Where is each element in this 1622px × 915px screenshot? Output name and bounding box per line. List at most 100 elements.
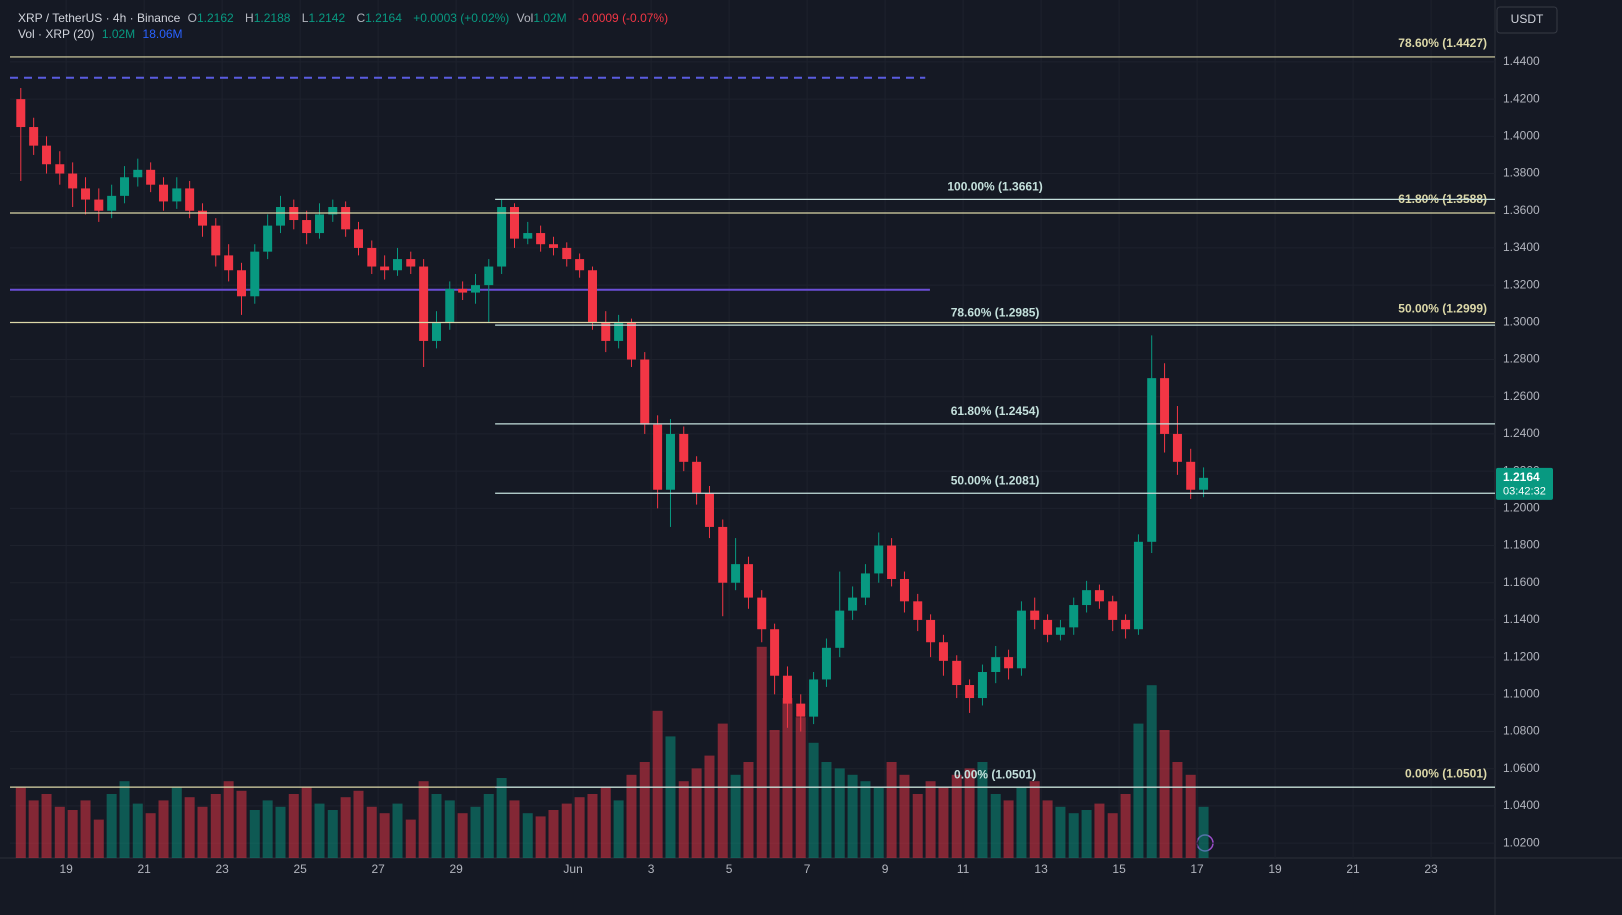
candle-body	[276, 207, 286, 226]
y-tick-label: 1.4000	[1503, 129, 1540, 143]
volume-bar	[977, 762, 988, 858]
candle-body	[328, 207, 338, 215]
candle-body	[250, 251, 260, 297]
vol: Vol1.02M	[517, 11, 571, 25]
volume-bar	[236, 790, 247, 858]
y-tick-label: 1.2400	[1503, 426, 1540, 440]
y-tick-label: 1.3400	[1503, 240, 1540, 254]
volume-bar	[353, 790, 364, 858]
volume-bar	[574, 797, 585, 858]
candle-body	[665, 433, 675, 490]
volume-bar	[782, 698, 793, 858]
candle-body	[367, 247, 377, 267]
volume-bar	[457, 813, 468, 858]
candle-body	[81, 188, 91, 200]
label: C	[356, 11, 366, 25]
volume-bar	[314, 803, 325, 858]
x-tick-label: 29	[449, 862, 463, 876]
volume-bar	[535, 816, 546, 858]
volume-bar	[808, 742, 819, 858]
candle-body	[601, 322, 611, 341]
volume-bar	[665, 736, 676, 858]
candle-body	[263, 225, 273, 252]
volume-bar	[938, 787, 949, 858]
volume-bar	[1120, 794, 1131, 858]
symbol: XRP / TetherUS · 4h · Binance	[18, 11, 181, 25]
volume-bar	[275, 806, 286, 858]
volume-bar	[54, 806, 65, 858]
volume-bar	[249, 810, 260, 858]
candle-body	[237, 270, 247, 297]
candle-body	[965, 685, 975, 699]
change: +0.0003 (+0.02%)	[413, 11, 510, 25]
candle-body	[68, 173, 78, 189]
volume-bar	[548, 810, 559, 858]
volume-bar	[223, 781, 234, 858]
volume-bar	[509, 800, 520, 858]
candle-body	[1133, 541, 1143, 630]
candle-body	[575, 259, 585, 271]
volume-bar	[301, 787, 312, 858]
fib-label: 78.60% (1.4427)	[1398, 36, 1487, 50]
x-tick-label: 7	[804, 862, 811, 876]
candle-body	[1160, 378, 1170, 434]
currency-label: USDT	[1511, 12, 1544, 26]
volume-name: Vol · XRP (20)	[18, 27, 95, 41]
x-tick-label: 27	[371, 862, 385, 876]
value: 1.02M	[533, 11, 567, 25]
volume-value: 1.02M	[101, 27, 136, 41]
volume-bar	[431, 794, 442, 858]
legend: XRP / TetherUS · 4h · Binance O1.2162 H1…	[18, 10, 672, 42]
label: H	[245, 11, 254, 25]
volume-bar	[834, 768, 845, 858]
candle-body	[354, 229, 364, 248]
volume-line: Vol · XRP (20) 1.02M 18.06M	[18, 26, 672, 42]
volume-bar	[1042, 800, 1053, 858]
volume-bar	[1133, 723, 1144, 858]
candle-body	[523, 233, 533, 239]
volume-bar	[873, 787, 884, 858]
candle-body	[614, 322, 624, 341]
candle-body	[1043, 619, 1053, 635]
candle-body	[938, 642, 948, 661]
volume-bar	[990, 794, 1001, 858]
candle-body	[1016, 610, 1026, 669]
volume-bar	[1159, 730, 1170, 858]
candle-body	[1186, 461, 1196, 490]
candle-body	[185, 188, 195, 211]
y-tick-label: 1.3600	[1503, 203, 1540, 217]
volume-bar	[1107, 813, 1118, 858]
volume-bar	[67, 810, 78, 858]
currency-button[interactable]	[1496, 6, 1558, 34]
label: L	[301, 11, 309, 25]
candle-body	[1030, 610, 1040, 620]
volume-bar	[613, 800, 624, 858]
candle-body	[887, 545, 897, 580]
fib-label: 50.00% (1.2081)	[951, 473, 1040, 487]
candle-body	[770, 629, 780, 676]
volume-bar	[1172, 762, 1183, 858]
volume-bar	[145, 813, 156, 858]
candle-body	[562, 247, 572, 260]
candle-body	[1199, 477, 1209, 490]
volume-bar	[1003, 800, 1014, 858]
volume-bar	[379, 813, 390, 858]
vol-change: -0.0009 (-0.07%)	[578, 11, 669, 25]
volume-bar	[886, 762, 897, 858]
candle-body	[977, 672, 987, 699]
y-tick-label: 1.3200	[1503, 277, 1540, 291]
value: 1.2142	[308, 11, 346, 25]
candle-body	[1121, 619, 1131, 630]
candle-body	[692, 461, 702, 494]
candle-body	[679, 433, 689, 462]
x-tick-label: 5	[726, 862, 733, 876]
x-tick-label: 23	[1424, 862, 1438, 876]
symbol-line: XRP / TetherUS · 4h · Binance O1.2162 H1…	[18, 10, 672, 26]
fib-label: 100.00% (1.3661)	[947, 180, 1042, 194]
volume-bar	[184, 797, 195, 858]
volume-bar	[1055, 806, 1066, 858]
volume-bar	[522, 813, 533, 858]
x-tick-label: 3	[648, 862, 655, 876]
candle-body	[913, 601, 923, 620]
